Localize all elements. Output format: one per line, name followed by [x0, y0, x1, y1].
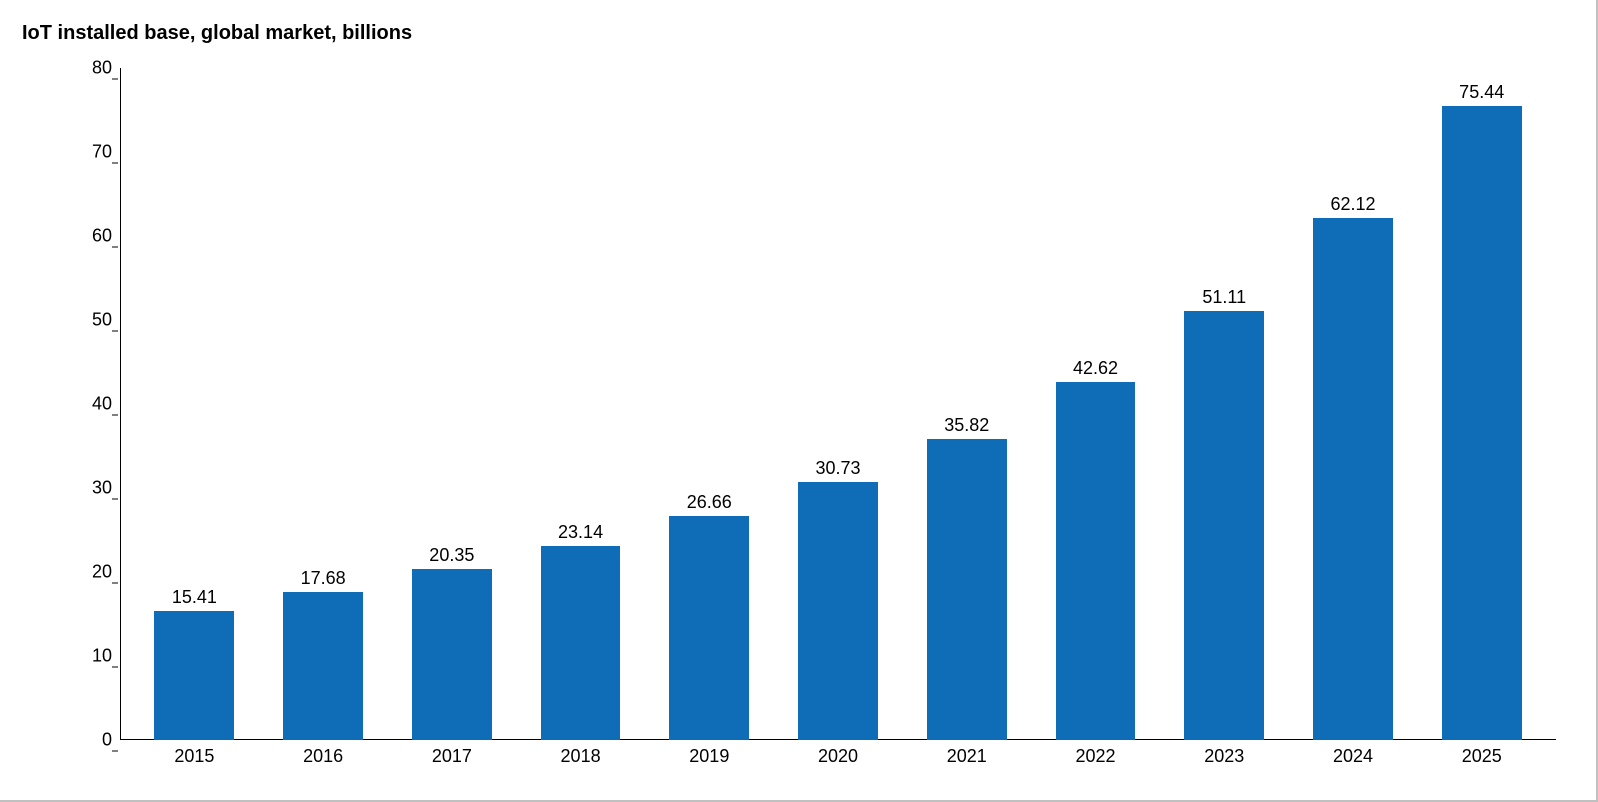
- bar-value-label: 20.35: [429, 545, 474, 566]
- x-tick-label: 2015: [130, 740, 259, 770]
- bar-slot: 42.62: [1031, 68, 1160, 740]
- bar: 17.68: [283, 592, 363, 741]
- bar-value-label: 75.44: [1459, 82, 1504, 103]
- bar-value-label: 42.62: [1073, 358, 1118, 379]
- bar-value-label: 35.82: [944, 415, 989, 436]
- bar-slot: 23.14: [516, 68, 645, 740]
- bar: 15.41: [154, 611, 234, 740]
- bar: 23.14: [541, 546, 621, 740]
- chart-area: 01020304050607080 15.4117.6820.3523.1426…: [60, 68, 1566, 770]
- y-axis: 01020304050607080: [60, 68, 120, 740]
- bar-slot: 51.11: [1160, 68, 1289, 740]
- y-tick-label: 0: [102, 730, 112, 751]
- x-tick-label: 2017: [387, 740, 516, 770]
- bar-value-label: 23.14: [558, 522, 603, 543]
- bar-slot: 62.12: [1289, 68, 1418, 740]
- bar-value-label: 62.12: [1330, 194, 1375, 215]
- bar: 30.73: [798, 482, 878, 740]
- bar-value-label: 26.66: [687, 492, 732, 513]
- bar-slot: 75.44: [1417, 68, 1546, 740]
- x-tick-label: 2024: [1289, 740, 1418, 770]
- bar-value-label: 15.41: [172, 587, 217, 608]
- bar: 35.82: [927, 439, 1007, 740]
- bar: 20.35: [412, 569, 492, 740]
- bar-slot: 26.66: [645, 68, 774, 740]
- x-axis-labels: 2015201620172018201920202021202220232024…: [120, 740, 1556, 770]
- x-tick-label: 2020: [774, 740, 903, 770]
- bar-value-label: 51.11: [1202, 287, 1246, 308]
- x-tick-label: 2021: [902, 740, 1031, 770]
- x-tick-label: 2019: [645, 740, 774, 770]
- bar-value-label: 30.73: [816, 458, 861, 479]
- y-tick-label: 70: [92, 142, 112, 163]
- chart-title: IoT installed base, global market, billi…: [22, 22, 412, 45]
- x-tick-label: 2016: [259, 740, 388, 770]
- y-tick-label: 50: [92, 310, 112, 331]
- x-tick-label: 2023: [1160, 740, 1289, 770]
- x-tick-label: 2025: [1417, 740, 1546, 770]
- bar-slot: 30.73: [774, 68, 903, 740]
- bar: 51.11: [1184, 311, 1264, 740]
- bar: 26.66: [669, 516, 749, 740]
- y-tick-label: 10: [92, 646, 112, 667]
- plot-area: 15.41 17.68 20.35 23.14 26.66 30.73 35.82 42.62…: [120, 68, 1556, 740]
- bar: 62.12: [1313, 218, 1393, 740]
- bar-slot: 17.68: [259, 68, 388, 740]
- y-tick-label: 20: [92, 562, 112, 583]
- x-tick-label: 2018: [516, 740, 645, 770]
- bars-container: 15.41 17.68 20.35 23.14 26.66 30.73 35.82 42.62…: [120, 68, 1556, 740]
- bar-value-label: 17.68: [301, 568, 346, 589]
- y-tick-label: 40: [92, 394, 112, 415]
- x-tick-label: 2022: [1031, 740, 1160, 770]
- y-tick-label: 80: [92, 58, 112, 79]
- bar-slot: 35.82: [902, 68, 1031, 740]
- bar: 42.62: [1056, 382, 1136, 740]
- y-tick-label: 30: [92, 478, 112, 499]
- bar: 75.44: [1442, 106, 1522, 740]
- bar-slot: 15.41: [130, 68, 259, 740]
- bar-slot: 20.35: [387, 68, 516, 740]
- y-tick-label: 60: [92, 226, 112, 247]
